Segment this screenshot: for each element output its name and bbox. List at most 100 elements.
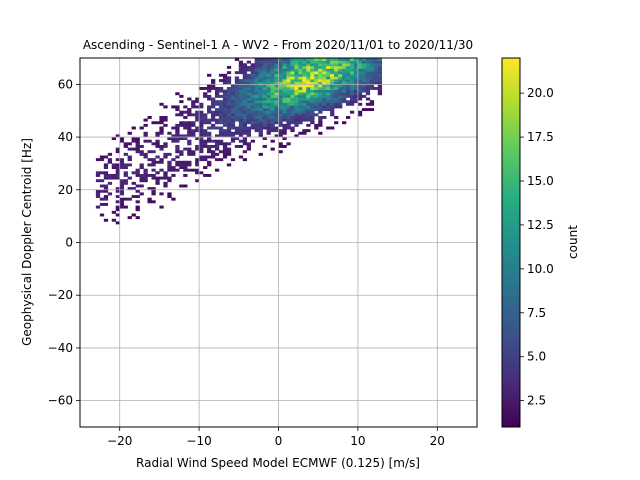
histogram-cell [282, 129, 287, 133]
histogram-cell [314, 102, 319, 106]
histogram-cell [254, 105, 259, 109]
histogram-cell [342, 121, 347, 125]
histogram-cell [226, 108, 232, 112]
histogram-cell [246, 131, 252, 135]
histogram-cell [163, 105, 168, 109]
histogram-cell [195, 100, 200, 104]
histogram-cell [222, 144, 228, 148]
histogram-cell [151, 176, 156, 180]
histogram-cell [318, 118, 323, 122]
histogram-cell [250, 108, 255, 112]
histogram-cell [222, 108, 228, 112]
histogram-cell [294, 105, 299, 109]
histogram-cell [207, 173, 212, 177]
histogram-cell [175, 108, 180, 112]
histogram-cell [262, 113, 267, 117]
histogram-cell [334, 65, 339, 69]
histogram-cell [163, 181, 168, 185]
histogram-cell [119, 200, 124, 204]
histogram-cell [282, 131, 287, 135]
histogram-cell [349, 81, 355, 85]
histogram-cell [175, 163, 180, 167]
histogram-cell [234, 89, 240, 93]
histogram-cell [214, 142, 220, 146]
histogram-cell [326, 73, 331, 77]
histogram-cell [95, 205, 101, 209]
histogram-cell [282, 68, 287, 72]
histogram-cell [163, 155, 168, 159]
histogram-cell [302, 76, 307, 80]
histogram-cell [298, 105, 303, 109]
histogram-cell [326, 65, 331, 69]
histogram-cell [211, 115, 216, 119]
histogram-cell [254, 84, 259, 88]
histogram-cell [365, 63, 371, 67]
histogram-cell [373, 58, 379, 61]
histogram-cell [345, 100, 351, 104]
histogram-cell [115, 147, 120, 151]
histogram-cell [294, 110, 299, 114]
histogram-cell [322, 81, 327, 85]
histogram-cell [234, 86, 240, 90]
histogram-cell [187, 142, 192, 146]
histogram-cell [254, 110, 259, 114]
histogram-cell [330, 110, 335, 114]
histogram-cell [330, 58, 335, 61]
histogram-cell [310, 63, 315, 67]
histogram-cell [143, 139, 148, 143]
histogram-cell [143, 176, 148, 180]
histogram-cell [135, 208, 140, 212]
histogram-cell [357, 113, 363, 117]
histogram-cell [143, 168, 148, 172]
histogram-cell [318, 131, 323, 135]
histogram-cell [151, 150, 156, 154]
histogram-cell [254, 86, 259, 90]
histogram-cell [357, 89, 363, 93]
histogram-cell [274, 105, 279, 109]
histogram-cell [278, 76, 283, 80]
histogram-cell [262, 58, 267, 61]
histogram-cell [314, 84, 319, 88]
histogram-cell [266, 68, 271, 72]
histogram-cell [345, 94, 351, 98]
histogram-cell [222, 92, 228, 96]
histogram-cell [226, 76, 232, 80]
histogram-cell [266, 92, 271, 96]
histogram-cell [246, 102, 252, 106]
histogram-cell [135, 200, 140, 204]
histogram-cell [330, 108, 335, 112]
histogram-cell [214, 168, 220, 172]
histogram-cell [361, 71, 367, 75]
histogram-cell [242, 84, 248, 88]
histogram-cell [365, 102, 371, 106]
histogram-cell [139, 163, 144, 167]
histogram-cell [349, 58, 355, 61]
histogram-cell [357, 86, 363, 90]
histogram-cell [242, 63, 248, 67]
histogram-cell [266, 79, 271, 83]
histogram-cell [258, 68, 263, 72]
histogram-cell [266, 94, 271, 98]
histogram-cell [226, 134, 232, 138]
histogram-cell [123, 166, 128, 169]
histogram-cell [214, 86, 220, 90]
histogram-cell [290, 121, 295, 125]
histogram-cell [195, 129, 200, 133]
histogram-cell [290, 86, 295, 90]
histogram-cell [187, 126, 192, 130]
histogram-cell [179, 113, 184, 117]
histogram-cell [310, 97, 315, 101]
histogram-cell [282, 97, 287, 101]
histogram-cell [294, 118, 299, 122]
y-axis-ticks: −60 −40 −20 0 20 40 60 [48, 77, 80, 408]
histogram-cell [258, 65, 263, 69]
histogram-cell [326, 63, 331, 67]
histogram-cell [266, 102, 271, 106]
histogram-cell [187, 129, 192, 133]
histogram-cell [302, 79, 307, 83]
histogram-cell [286, 123, 291, 127]
histogram-cell [254, 121, 259, 125]
histogram-cell [286, 110, 291, 114]
histogram-cell [187, 168, 192, 172]
histogram-cell [282, 144, 287, 148]
